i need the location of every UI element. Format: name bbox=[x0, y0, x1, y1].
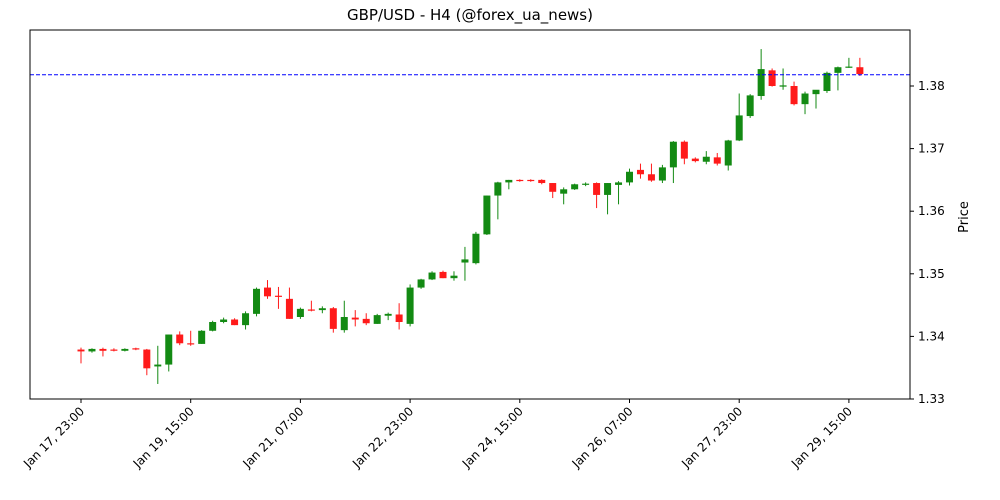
y-tick-label: 1.35 bbox=[918, 267, 945, 281]
candle bbox=[406, 284, 414, 327]
y-tick-label: 1.37 bbox=[918, 142, 945, 156]
candle bbox=[362, 313, 370, 326]
x-tick-label: Jan 26, 07:00 bbox=[569, 404, 636, 471]
candle bbox=[593, 182, 601, 209]
candle bbox=[636, 163, 644, 179]
candle bbox=[143, 348, 151, 376]
candle bbox=[242, 311, 250, 330]
candle bbox=[154, 345, 162, 384]
candle bbox=[779, 68, 787, 90]
candle bbox=[187, 330, 195, 346]
candle bbox=[669, 141, 677, 184]
candle bbox=[702, 151, 710, 165]
candle bbox=[549, 183, 557, 199]
candle bbox=[395, 303, 403, 330]
candle bbox=[340, 300, 348, 333]
candle bbox=[329, 306, 337, 333]
candle bbox=[735, 93, 743, 142]
candle bbox=[647, 163, 655, 182]
x-tick-label: Jan 22, 23:00 bbox=[349, 404, 416, 471]
candle bbox=[757, 49, 765, 100]
candle bbox=[615, 181, 623, 205]
x-tick-label: Jan 29, 15:00 bbox=[788, 404, 855, 471]
candle bbox=[351, 310, 359, 327]
candle bbox=[691, 157, 699, 163]
candle bbox=[77, 347, 85, 364]
candle bbox=[220, 317, 228, 324]
candle bbox=[527, 179, 535, 182]
candle bbox=[450, 271, 458, 281]
candle bbox=[768, 68, 776, 87]
candle bbox=[99, 347, 107, 357]
candle bbox=[165, 334, 173, 372]
candle bbox=[274, 286, 282, 309]
candle bbox=[823, 71, 831, 93]
candle bbox=[724, 139, 732, 171]
candle bbox=[746, 94, 754, 118]
candle bbox=[209, 320, 217, 332]
candle bbox=[538, 179, 546, 185]
candle bbox=[318, 306, 326, 314]
candle bbox=[856, 57, 864, 76]
candle bbox=[253, 287, 261, 317]
candle bbox=[231, 318, 239, 326]
candle bbox=[461, 246, 469, 281]
candle bbox=[132, 347, 140, 351]
y-axis: 1.33 1.34 1.35 1.36 1.37 1.38 bbox=[910, 79, 945, 406]
x-tick-label: Jan 17, 23:00 bbox=[20, 404, 87, 471]
candle bbox=[384, 312, 392, 321]
candle bbox=[790, 81, 798, 106]
candle bbox=[604, 183, 612, 215]
y-tick-label: 1.36 bbox=[918, 204, 945, 218]
candle bbox=[483, 195, 491, 235]
candle bbox=[428, 271, 436, 281]
chart-title: GBP/USD - H4 (@forex_ua_news) bbox=[347, 6, 593, 24]
candle bbox=[417, 278, 425, 289]
x-tick-label: Jan 27, 23:00 bbox=[678, 404, 745, 471]
candle bbox=[472, 231, 480, 265]
x-tick-label: Jan 24, 15:00 bbox=[459, 404, 526, 471]
candle bbox=[834, 66, 842, 91]
candle bbox=[439, 270, 447, 279]
y-tick-label: 1.33 bbox=[918, 392, 945, 406]
x-tick-label: Jan 21, 07:00 bbox=[239, 404, 306, 471]
candle bbox=[713, 152, 721, 166]
candle bbox=[658, 164, 666, 184]
candle bbox=[845, 57, 853, 68]
candle bbox=[494, 181, 502, 220]
candles-layer bbox=[77, 49, 864, 384]
candle bbox=[680, 140, 688, 165]
candle bbox=[560, 187, 568, 205]
candle bbox=[571, 183, 579, 190]
x-tick-label: Jan 19, 15:00 bbox=[130, 404, 197, 471]
candle bbox=[110, 348, 118, 352]
y-tick-label: 1.34 bbox=[918, 329, 945, 343]
x-axis: Jan 17, 23:00 Jan 19, 15:00 Jan 21, 07:00 J… bbox=[20, 399, 855, 471]
candle bbox=[296, 307, 304, 319]
candle bbox=[801, 91, 809, 115]
candle bbox=[307, 300, 315, 312]
candle bbox=[88, 348, 96, 353]
candle bbox=[121, 348, 129, 352]
y-axis-label: Price bbox=[957, 201, 972, 233]
candle bbox=[626, 168, 633, 186]
candle bbox=[505, 179, 513, 190]
candle bbox=[582, 182, 590, 187]
candle bbox=[373, 313, 381, 324]
plot-frame bbox=[29, 29, 911, 400]
candle bbox=[176, 331, 184, 346]
candle bbox=[198, 330, 206, 344]
candle bbox=[285, 287, 293, 319]
y-tick-label: 1.38 bbox=[918, 79, 945, 93]
candle bbox=[516, 179, 524, 182]
candle bbox=[263, 280, 271, 299]
candle bbox=[812, 89, 820, 109]
